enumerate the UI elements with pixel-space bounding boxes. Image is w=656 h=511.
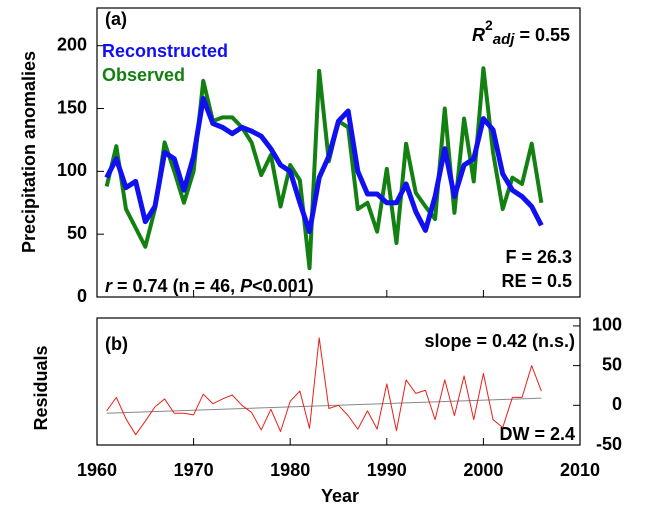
annotation-part: <0.001) [252,276,314,296]
annotation-part: adj [493,31,516,48]
annotation: R2adj = 0.55 [472,17,570,48]
series-line [104,95,544,235]
x-tick-label: 2010 [560,460,600,480]
trend-line [106,397,542,414]
x-tick-label: 1980 [270,460,310,480]
annotation: slope = 0.42 (n.s.) [424,331,575,351]
annotation-part: 2 [485,17,493,33]
annotation-part: P [240,276,253,296]
series-line [106,337,542,436]
annotation: r = 0.74 (n = 46, P<0.001) [105,276,314,296]
panel-b-frame [96,317,581,446]
annotation-part: r [105,276,113,296]
x-tick-label: 1960 [77,460,117,480]
panel-a-frame [96,7,581,298]
panel-label: (a) [105,9,127,29]
annotation-part: = 0.55 [514,25,570,45]
x-tick-label: 2000 [463,460,503,480]
x-tick-label: 1990 [367,460,407,480]
annotation-part: = 0.74 (n = 46, [112,276,240,296]
legend-entry: Reconstructed [102,41,228,61]
y-tick-label: 100 [592,315,622,335]
series-line [104,66,544,271]
y-tick-label: 200 [57,34,87,54]
y-tick-label: 150 [57,97,87,117]
y-tick-label: 50 [602,354,622,374]
annotation-part: R [472,25,485,45]
y-tick-label: 0 [77,286,87,306]
annotation: RE = 0.5 [501,271,572,291]
x-axis-title: Year [321,486,359,506]
y-tick-label: -50 [596,434,622,454]
legend-entry: Observed [102,65,185,85]
y-axis-title: Residuals [31,345,51,430]
y-tick-label: 100 [57,160,87,180]
y-axis-title: Precipitation anomalies [19,51,39,253]
annotation: F = 26.3 [505,247,572,267]
y-tick-label: 50 [67,223,87,243]
y-tick-label: 0 [612,394,622,414]
x-tick-label: 1970 [174,460,214,480]
annotation: DW = 2.4 [499,424,575,444]
panel-label: (b) [105,334,128,354]
